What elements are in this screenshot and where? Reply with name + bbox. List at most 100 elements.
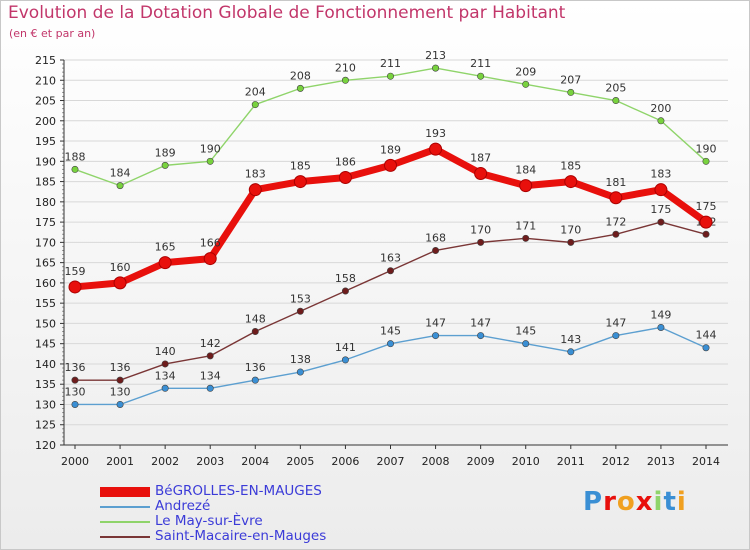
data-point <box>657 323 665 331</box>
data-label: 134 <box>155 369 176 382</box>
x-tick-label: 2006 <box>331 455 359 468</box>
x-tick-label: 2012 <box>602 455 630 468</box>
data-label: 184 <box>110 167 131 180</box>
y-tick-label: 155 <box>35 297 56 310</box>
data-point <box>251 376 259 384</box>
legend-item: Saint-Macaire-en-Mauges <box>100 529 400 544</box>
data-label: 163 <box>380 252 401 265</box>
x-tick-label: 2000 <box>61 455 89 468</box>
data-point <box>161 360 169 368</box>
data-label: 168 <box>425 231 446 244</box>
data-label: 148 <box>245 313 266 326</box>
data-point <box>248 183 262 197</box>
data-label: 171 <box>515 219 536 232</box>
y-tick-label: 175 <box>35 216 56 229</box>
line-chart: 120 125 130 135 140 145 150 155 160 165 170 175 180 1… <box>35 49 728 468</box>
y-tick-label: 140 <box>35 358 56 371</box>
data-point <box>116 400 124 408</box>
x-tick-label: 2005 <box>286 455 314 468</box>
data-label: 183 <box>245 168 266 181</box>
data-label: 141 <box>335 341 356 354</box>
y-tick-label: 210 <box>35 74 56 87</box>
data-label: 211 <box>470 57 491 70</box>
data-point <box>477 332 485 340</box>
data-point <box>386 72 394 80</box>
y-tick-label: 190 <box>35 155 56 168</box>
x-tick-label: 2013 <box>647 455 675 468</box>
data-label: 145 <box>380 325 401 338</box>
legend-label: Le May-sur-Èvre <box>155 513 263 529</box>
data-label: 200 <box>650 102 671 115</box>
data-point <box>341 356 349 364</box>
data-point <box>293 175 307 189</box>
data-label: 153 <box>290 292 311 305</box>
y-tick-label: 185 <box>35 176 56 189</box>
data-label: 142 <box>200 337 221 350</box>
legend-swatch <box>100 535 150 538</box>
data-point <box>477 238 485 246</box>
data-label: 190 <box>696 142 717 155</box>
legend-label: Saint-Macaire-en-Mauges <box>155 528 327 544</box>
y-tick-label: 125 <box>35 419 56 432</box>
data-label: 211 <box>380 57 401 70</box>
y-tick-label: 200 <box>35 115 56 128</box>
data-point <box>68 280 82 294</box>
data-point <box>341 76 349 84</box>
y-tick-label: 160 <box>35 277 56 290</box>
y-tick-label: 150 <box>35 317 56 330</box>
legend-swatch <box>100 505 150 508</box>
data-point <box>699 215 713 229</box>
legend-item: BéGROLLES-EN-MAUGES <box>100 484 400 499</box>
data-label: 186 <box>335 156 356 169</box>
legend-item: Le May-sur-Èvre <box>100 514 400 529</box>
data-label: 170 <box>560 223 581 236</box>
data-point <box>564 175 578 189</box>
data-point <box>113 276 127 290</box>
x-tick-label: 2011 <box>557 455 585 468</box>
data-label: 213 <box>425 49 446 62</box>
data-point <box>522 234 530 242</box>
data-point <box>251 101 259 109</box>
data-point <box>519 179 533 193</box>
data-label: 175 <box>696 200 717 213</box>
data-point <box>71 376 79 384</box>
data-label: 208 <box>290 69 311 82</box>
data-point <box>612 97 620 105</box>
y-tick-label: 170 <box>35 236 56 249</box>
data-point <box>522 340 530 348</box>
data-label: 158 <box>335 272 356 285</box>
data-point <box>429 142 443 156</box>
x-tick-label: 2008 <box>422 455 450 468</box>
data-label: 136 <box>65 361 86 374</box>
data-point <box>567 238 575 246</box>
data-point <box>567 348 575 356</box>
y-tick-label: 135 <box>35 378 56 391</box>
data-point <box>296 368 304 376</box>
data-point <box>296 307 304 315</box>
data-label: 138 <box>290 353 311 366</box>
legend-item: Andrezé <box>100 499 400 514</box>
data-point <box>702 230 710 238</box>
data-label: 172 <box>605 215 626 228</box>
data-point <box>657 117 665 125</box>
data-label: 136 <box>110 361 131 374</box>
data-point <box>386 340 394 348</box>
y-tick-label: 180 <box>35 196 56 209</box>
data-label: 166 <box>200 237 221 250</box>
chart-title: Evolution de la Dotation Globale de Fonc… <box>8 3 566 23</box>
data-point <box>477 72 485 80</box>
proxiti-logo: Proxiti <box>583 487 687 517</box>
data-point <box>161 384 169 392</box>
data-point <box>522 80 530 88</box>
data-label: 140 <box>155 345 176 358</box>
data-point <box>116 376 124 384</box>
data-label: 144 <box>696 329 717 342</box>
data-label: 147 <box>605 317 626 330</box>
data-point <box>203 252 217 266</box>
data-point <box>609 191 623 205</box>
data-point <box>71 165 79 173</box>
x-tick-label: 2009 <box>467 455 495 468</box>
data-label: 207 <box>560 73 581 86</box>
x-tick-label: 2010 <box>512 455 540 468</box>
legend-swatch <box>100 520 150 523</box>
